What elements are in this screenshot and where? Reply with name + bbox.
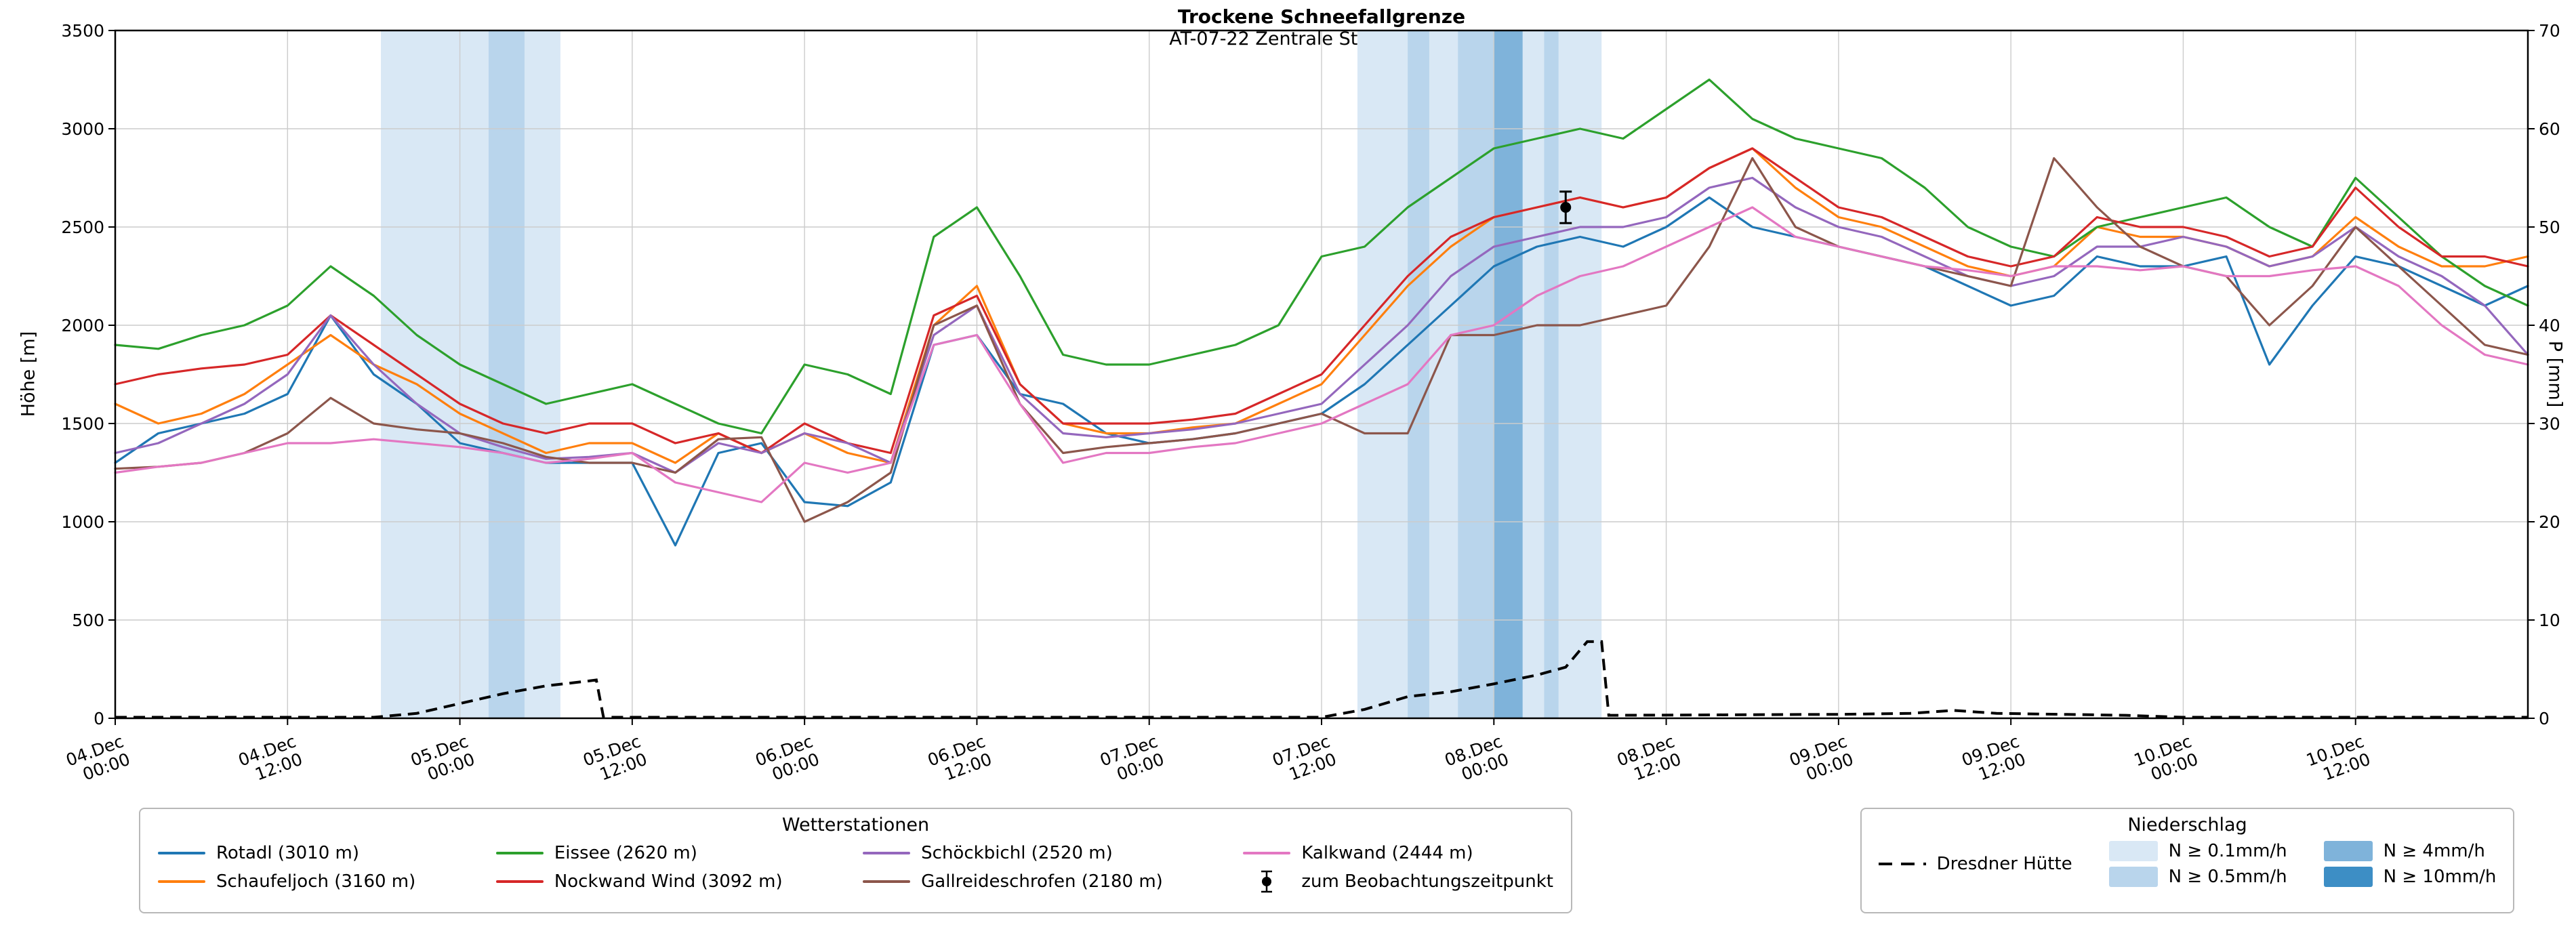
line-sample-nockwand: [495, 880, 544, 883]
svg-text:3000: 3000: [61, 119, 104, 139]
legend-entry-label: Kalkwand (2444 m): [1301, 843, 1473, 863]
svg-text:1000: 1000: [61, 512, 104, 532]
series-Schöckbichl (2520 m): [114, 176, 2529, 474]
legend-entry-dresdner-huette: Dresdner Hütte: [1878, 854, 2072, 874]
plot-area: 0 500 1000 1500 2000 2500 3000 3500 0 10 20 30 40 50 6…: [61, 21, 2560, 785]
legend-wetterstationen-title: Wetterstationen: [781, 814, 930, 835]
legend-entry-nockwand: Nockwand Wind (3092 m): [495, 871, 783, 892]
legend-entry-label: zum Beobachtungszeitpunkt: [1301, 871, 1553, 892]
tick-marks: [108, 30, 2535, 725]
svg-text:40: 40: [2539, 316, 2560, 335]
precip-patch-n05: [2108, 867, 2158, 887]
svg-text:0: 0: [2539, 709, 2550, 728]
legend-niederschlag-title: Niederschlag: [2127, 814, 2247, 835]
svg-text:70: 70: [2539, 21, 2560, 41]
svg-text:60: 60: [2539, 119, 2560, 139]
legend-wetterstationen: Wetterstationen Rotadl (3010 m) Schaufel…: [139, 808, 1572, 913]
legend-wetterstationen-entries: Rotadl (3010 m) Schaufeljoch (3160 m) Ei…: [158, 841, 1553, 894]
legend-entry-gallreideschrofen: Gallreideschrofen (2180 m): [863, 871, 1163, 892]
legend-entry-n10: N ≥ 10mm/h: [2323, 867, 2497, 887]
legend-entry-label: N ≥ 4mm/h: [2383, 841, 2485, 861]
precip-patch-n10: [2323, 867, 2373, 887]
legend-entry-label: N ≥ 0.1mm/h: [2168, 841, 2287, 861]
line-sample-schoeckbichl: [863, 852, 911, 854]
svg-text:2500: 2500: [61, 218, 104, 237]
legend-entry-rotadl: Rotadl (3010 m): [158, 843, 415, 863]
legend-entry-eissee: Eissee (2620 m): [495, 843, 783, 863]
legend-entry-schaufeljoch: Schaufeljoch (3160 m): [158, 871, 415, 892]
legend-entry-label: N ≥ 10mm/h: [2383, 867, 2497, 887]
legend-entry-label: Dresdner Hütte: [1936, 854, 2072, 874]
series-Kalkwand (2444 m): [114, 206, 2529, 503]
legend-entry-label: Gallreideschrofen (2180 m): [921, 871, 1163, 892]
legend-niederschlag-col-2: N ≥ 4mm/h N ≥ 10mm/h: [2323, 841, 2497, 887]
svg-text:20: 20: [2539, 512, 2560, 532]
svg-text:2000: 2000: [61, 316, 104, 335]
legend-niederschlag-col-dashed: Dresdner Hütte: [1878, 841, 2072, 887]
legend-entry-label: N ≥ 0.5mm/h: [2168, 867, 2287, 887]
svg-text:500: 500: [72, 611, 104, 630]
legend-niederschlag-entries: Dresdner Hütte N ≥ 0.1mm/h N ≥ 0.5mm/h N…: [1878, 841, 2497, 887]
legend-entry-schoeckbichl: Schöckbichl (2520 m): [863, 843, 1163, 863]
legend-entry-kalkwand: Kalkwand (2444 m): [1243, 843, 1553, 863]
legend-niederschlag: Niederschlag Dresdner Hütte N ≥ 0.1mm/h …: [1860, 808, 2514, 913]
legend-entry-beobachtung: zum Beobachtungszeitpunkt: [1243, 869, 1553, 894]
legend-entry-label: Nockwand Wind (3092 m): [554, 871, 783, 892]
series-Eissee (2620 m): [114, 78, 2529, 435]
legend-entry-label: Eissee (2620 m): [554, 843, 697, 863]
legend-entry-label: Schöckbichl (2520 m): [921, 843, 1113, 863]
precip-bands: [381, 30, 1602, 718]
series-lines: [114, 78, 2529, 547]
series-Gallreideschrofen (2180 m): [114, 157, 2529, 523]
line-sample-kalkwand: [1243, 852, 1291, 854]
dashed-line-sample: [1878, 863, 1926, 865]
precip-patch-n01: [2108, 841, 2158, 861]
svg-text:10: 10: [2539, 611, 2560, 630]
line-sample-eissee: [495, 852, 544, 854]
chart-title: Trockene Schneefallgrenze: [1177, 5, 1466, 28]
svg-text:1500: 1500: [61, 414, 104, 434]
legend-entry-n01: N ≥ 0.1mm/h: [2108, 841, 2287, 861]
series-Nockwand Wind (3092 m): [114, 147, 2529, 455]
legend-entry-label: Schaufeljoch (3160 m): [216, 871, 416, 892]
line-sample-rotadl: [158, 852, 205, 854]
legend-entry-n4: N ≥ 4mm/h: [2323, 841, 2497, 861]
observation-marker-icon: [1243, 869, 1290, 894]
observation-marker: [1559, 190, 1572, 224]
line-sample-schaufeljoch: [158, 880, 205, 883]
svg-text:50: 50: [2539, 218, 2560, 237]
svg-text:3500: 3500: [61, 21, 104, 41]
legend-niederschlag-col-1: N ≥ 0.1mm/h N ≥ 0.5mm/h: [2108, 841, 2287, 887]
precip-line: [115, 640, 2528, 719]
precip-patch-n4: [2323, 841, 2373, 861]
line-sample-gallreideschrofen: [863, 880, 911, 883]
legend-entry-n05: N ≥ 0.5mm/h: [2108, 867, 2287, 887]
svg-text:0: 0: [94, 709, 104, 728]
svg-text:30: 30: [2539, 414, 2560, 434]
legend-entry-label: Rotadl (3010 m): [216, 843, 359, 863]
